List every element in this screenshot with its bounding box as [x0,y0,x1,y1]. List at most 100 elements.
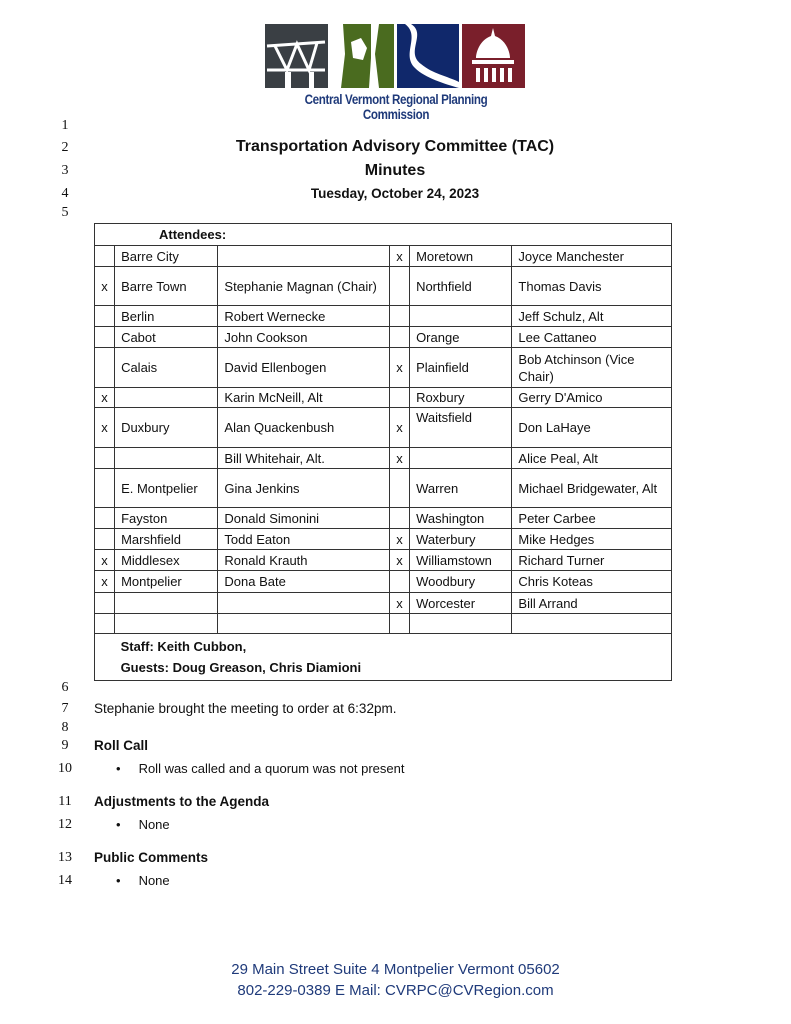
table-row: Barre City x Moretown Joyce Manchester [93,245,672,267]
member-name: Joyce Manchester [511,245,672,267]
attendees-label: Attendees: [94,223,672,246]
footer-address: 29 Main Street Suite 4 Montpelier Vermon… [231,961,560,978]
line-number: 3 [61,163,69,178]
line-number: 11 [58,794,72,809]
table-row: x Duxbury Alan Quackenbush x Waitsfield Don L… [93,407,672,448]
line-number: 5 [61,205,69,220]
present-mark: x [388,592,411,614]
member-name: Donald Simonini [217,507,390,529]
present-mark [93,347,116,388]
table-row: Berlin Robert Wernecke Jeff Schulz, Alt [93,305,672,327]
bullet-icon: • [116,761,121,776]
staff-guests-row: Staff: Keith Cubbon, Guests: Doug Greason… [93,633,672,681]
town: Williamstown [409,549,513,571]
present-mark [93,528,116,550]
call-to-order: Stephanie brought the meeting to order a… [94,701,397,716]
town: E. Montpelier [114,468,219,508]
present-mark: x [388,549,411,571]
document-subtitle: Minutes [364,162,426,179]
member-name: Michael Bridgewater, Alt [511,468,672,508]
table-row: Cabot John Cookson Orange Lee Cattaneo [93,326,672,348]
town: Washington [409,507,513,529]
member-name: Richard Turner [511,549,672,571]
bullet-icon: • [116,817,121,832]
town: Orange [409,326,513,348]
town: Plainfield [409,347,513,388]
river-icon [396,24,460,88]
line-number: 13 [58,850,72,865]
present-mark [93,592,116,614]
present-mark [388,266,411,306]
line-number: 1 [61,118,69,133]
present-mark [388,613,411,634]
town: Waitsfield [409,407,513,448]
present-mark: x [93,407,116,448]
town [114,613,219,634]
table-row: x Montpelier Dona Bate Woodbury Chris Koteas [93,570,672,593]
member-name [217,613,390,634]
town [409,447,513,469]
section-heading: Roll Call [94,738,149,753]
present-mark: x [93,549,116,571]
table-row: x Karin McNeill, Alt Roxbury Gerry D'Amico [93,387,672,408]
member-name: Bob Atchinson (Vice Chair) [511,347,672,388]
line-number: 10 [58,761,72,776]
town: Berlin [114,305,219,327]
table-row: Fayston Donald Simonini Washington Peter Ca… [93,507,672,529]
guests-line: Guests: Doug Greason, Chris Diamioni [120,660,362,675]
present-mark [93,447,116,469]
member-name: Alan Quackenbush [217,407,390,448]
meeting-date: Tuesday, October 24, 2023 [310,186,480,201]
staff-line: Staff: Keith Cubbon, [120,639,247,654]
town: Duxbury [114,407,219,448]
table-row: Bill Whitehair, Alt. x Alice Peal, Alt [93,447,672,469]
member-name: Don LaHaye [511,407,672,448]
town: Warren [409,468,513,508]
town [114,387,219,408]
town: Northfield [409,266,513,306]
present-mark: x [93,570,116,593]
town: Cabot [114,326,219,348]
table-row [93,613,672,634]
table-row: x Middlesex Ronald Krauth x Williamstown Rich… [93,549,672,571]
member-name: Bill Whitehair, Alt. [217,447,390,469]
member-name: Lee Cattaneo [511,326,672,348]
member-name: Karin McNeill, Alt [217,387,390,408]
present-mark: x [388,447,411,469]
line-number: 9 [61,738,69,753]
bullet-text: Roll was called and a quorum was not pre… [138,761,405,776]
town [409,305,513,327]
footer-contact: 802-229-0389 E Mail: CVRPC@CVRegion.com [237,982,554,999]
bullet-text: None [138,817,170,832]
bullet-item: • Roll was called and a quorum was not pr… [116,761,405,776]
bullet-icon: • [116,873,121,888]
present-mark: x [93,387,116,408]
table-row: Calais David Ellenbogen x Plainfield Bob Atc… [93,347,672,388]
table-row: x Barre Town Stephanie Magnan (Chair) North… [93,266,672,306]
bridge-icon [265,24,328,88]
bullet-item: • None [116,873,170,888]
member-name: Robert Wernecke [217,305,390,327]
vermont-map-icon [330,24,394,88]
present-mark: x [388,245,411,267]
line-number: 6 [61,680,69,695]
member-name: Jeff Schulz, Alt [511,305,672,327]
present-mark: x [93,266,116,306]
town: Fayston [114,507,219,529]
line-number: 4 [61,186,69,201]
present-mark [388,507,411,529]
town: Roxbury [409,387,513,408]
present-mark [93,305,116,327]
present-mark [93,468,116,508]
line-number: 8 [61,720,69,735]
bullet-item: • None [116,817,170,832]
town [114,592,219,614]
bullet-text: None [138,873,170,888]
town: Middlesex [114,549,219,571]
town [409,613,513,634]
member-name: David Ellenbogen [217,347,390,388]
line-number: 12 [58,817,72,832]
town [114,447,219,469]
member-name: Todd Eaton [217,528,390,550]
